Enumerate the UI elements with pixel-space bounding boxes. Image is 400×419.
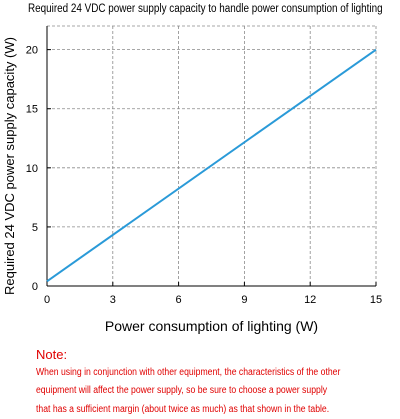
x-axis-label: Power consumption of lighting (W)	[104, 318, 319, 334]
data-series	[46, 48, 377, 283]
grid-lines	[47, 25, 377, 286]
y-axis-label: Required 24 VDC power supply capacity (W…	[2, 37, 17, 295]
x-tick-labels: 0 3 6 9 12 15	[44, 294, 382, 306]
x-tick-label: 12	[304, 294, 316, 306]
series-line	[46, 48, 377, 283]
note-body: When using in conjunction with other equ…	[36, 364, 396, 419]
x-tick-label: 3	[110, 294, 116, 306]
axes	[46, 26, 377, 287]
y-tick-label: 0	[32, 281, 38, 293]
x-tick-label: 6	[176, 294, 182, 306]
y-tick-label: 5	[32, 222, 38, 234]
y-tick-label: 20	[26, 45, 38, 57]
y-tick-labels: 0 5 10 15 20	[26, 45, 38, 293]
x-tick-label: 15	[370, 294, 382, 306]
note-line: equipment will affect the power supply, …	[36, 385, 328, 397]
y-tick-label: 10	[26, 163, 38, 175]
note-line: When using in conjunction with other equ…	[36, 367, 341, 378]
y-tick-label: 15	[26, 104, 38, 116]
x-tick-label: 9	[241, 294, 247, 306]
chart-title: Required 24 VDC power supply capacity to…	[28, 3, 383, 15]
x-tick-label: 0	[44, 294, 50, 306]
note-heading: Note:	[36, 347, 68, 362]
note-line: that has a sufficient margin (about twic…	[36, 403, 330, 415]
